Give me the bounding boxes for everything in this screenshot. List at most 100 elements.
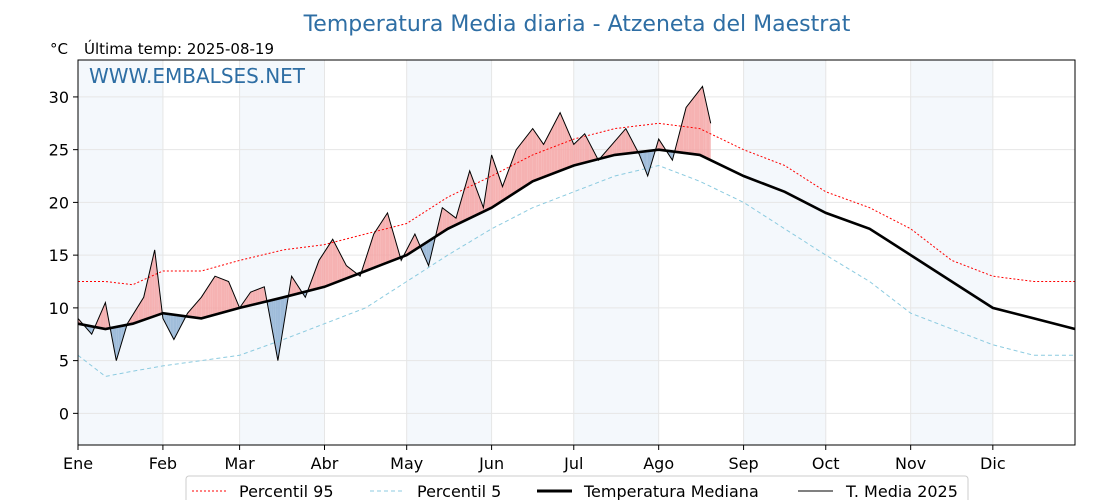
anomaly-fill-warm	[524, 135, 528, 187]
anomaly-fill-warm	[509, 161, 512, 197]
anomaly-fill-warm	[536, 133, 539, 180]
month-band	[743, 60, 826, 445]
anomaly-fill-cold	[282, 296, 285, 333]
anomaly-fill-warm	[369, 241, 372, 270]
anomaly-fill-warm	[152, 249, 155, 317]
anomaly-fill-warm	[579, 137, 582, 165]
anomaly-fill-warm	[546, 133, 550, 177]
anomaly-fill-warm	[478, 195, 482, 214]
anomaly-fill-cold	[651, 150, 654, 164]
anomaly-fill-warm	[573, 142, 576, 166]
anomaly-fill-warm	[616, 136, 619, 155]
anomaly-fill-warm	[498, 176, 501, 203]
anomaly-fill-warm	[621, 131, 624, 155]
anomaly-fill-warm	[198, 297, 202, 319]
anomaly-fill-warm	[571, 139, 574, 167]
anomaly-fill-warm	[557, 112, 561, 172]
anomaly-fill-warm	[257, 288, 260, 304]
anomaly-fill-warm	[554, 118, 558, 173]
anomaly-fill-warm	[560, 112, 563, 171]
anomaly-fill-warm	[380, 219, 383, 266]
anomaly-fill-warm	[462, 186, 466, 222]
anomaly-fill-warm	[261, 286, 265, 303]
anomaly-fill-warm	[210, 279, 213, 316]
anomaly-fill-warm	[699, 86, 703, 157]
anomaly-fill-cold	[168, 313, 171, 333]
anomaly-fill-warm	[705, 98, 707, 159]
anomaly-fill-warm	[532, 128, 535, 182]
anomaly-fill-warm	[252, 290, 256, 305]
anomaly-fill-warm	[618, 133, 622, 155]
anomaly-fill-cold	[172, 314, 174, 340]
anomaly-fill-warm	[385, 212, 388, 264]
anomaly-fill-warm	[387, 212, 390, 263]
anomaly-fill-cold	[116, 326, 119, 361]
anomaly-fill-warm	[323, 249, 326, 288]
anomaly-fill-warm	[203, 290, 206, 318]
anomaly-fill-warm	[140, 297, 144, 321]
anomaly-fill-warm	[511, 155, 514, 195]
anomaly-fill-warm	[564, 123, 567, 169]
anomaly-fill-warm	[212, 276, 215, 316]
x-tick-label: Ene	[63, 454, 93, 473]
anomaly-fill-cold	[421, 244, 425, 256]
anomaly-fill-warm	[440, 207, 443, 234]
anomaly-fill-warm	[250, 291, 253, 306]
anomaly-fill-warm	[147, 273, 150, 319]
anomaly-fill-warm	[321, 253, 324, 288]
anomaly-fill-warm	[255, 289, 258, 305]
anomaly-fill-warm	[230, 285, 233, 311]
anomaly-fill-warm	[364, 255, 367, 272]
anomaly-fill-warm	[98, 313, 101, 329]
anomaly-fill-warm	[577, 139, 580, 165]
anomaly-fill-warm	[681, 116, 684, 153]
anomaly-fill-warm	[224, 279, 227, 313]
legend-label-2025: T. Media 2025	[845, 482, 958, 500]
anomaly-fill-warm	[543, 139, 547, 178]
anomaly-fill-warm	[551, 123, 555, 174]
anomaly-fill-cold	[271, 299, 274, 337]
x-tick-label: May	[390, 454, 423, 473]
anomaly-fill-warm	[697, 89, 700, 155]
anomaly-fill-warm	[593, 151, 597, 161]
anomaly-fill-warm	[208, 283, 211, 317]
last-temp-subtitle: Última temp: 2025-08-19	[84, 39, 274, 58]
anomaly-fill-warm	[348, 267, 351, 278]
anomaly-fill-warm	[625, 128, 629, 154]
anomaly-fill-warm	[221, 278, 225, 313]
anomaly-fill-warm	[488, 163, 491, 209]
anomaly-fill-warm	[156, 261, 158, 316]
x-tick-label: Feb	[149, 454, 177, 473]
anomaly-fill-warm	[518, 142, 522, 191]
anomaly-fill-warm	[476, 189, 479, 215]
anomaly-fill-warm	[373, 230, 377, 268]
anomaly-fill-warm	[623, 128, 626, 154]
y-tick-label: 30	[49, 88, 69, 107]
anomaly-fill-warm	[158, 284, 161, 315]
anomaly-fill-warm	[566, 128, 570, 169]
anomaly-fill-warm	[471, 176, 475, 218]
anomaly-fill-warm	[582, 133, 585, 164]
anomaly-fill-warm	[228, 281, 231, 311]
anomaly-fill-warm	[214, 276, 218, 315]
legend-label-median: Temperatura Mediana	[583, 482, 759, 500]
anomaly-fill-warm	[319, 256, 322, 289]
anomaly-fill-warm	[341, 256, 345, 281]
anomaly-fill-warm	[490, 154, 492, 209]
anomaly-fill-warm	[339, 252, 342, 281]
anomaly-fill-warm	[408, 242, 411, 255]
anomaly-fill-cold	[670, 151, 673, 161]
series-line-p5	[77, 164, 1075, 377]
anomaly-fill-cold	[644, 151, 647, 173]
anomaly-fill-warm	[103, 302, 106, 329]
x-tick-label: Nov	[895, 454, 926, 473]
anomaly-fill-warm	[529, 128, 533, 184]
anomaly-fill-warm	[474, 183, 477, 217]
anomaly-fill-cold	[162, 313, 165, 322]
anomaly-fill-cold	[112, 327, 115, 351]
anomaly-fill-warm	[151, 257, 153, 318]
anomaly-fill-warm	[507, 168, 510, 198]
legend-label-p5: Percentil 5	[417, 482, 501, 500]
anomaly-fill-warm	[491, 154, 494, 208]
y-tick-label: 25	[49, 141, 69, 160]
